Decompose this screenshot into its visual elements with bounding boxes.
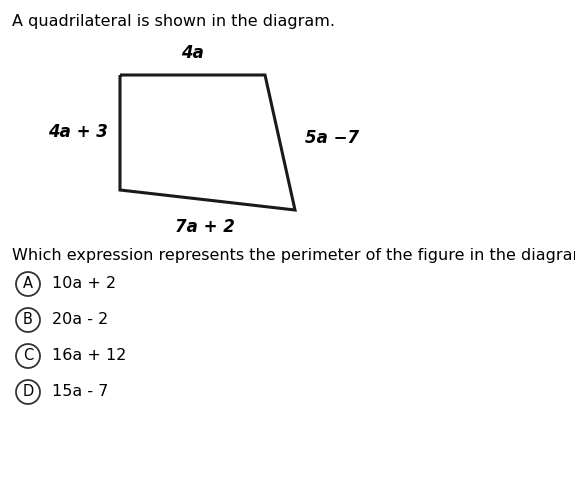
Text: 16a + 12: 16a + 12 [52, 348, 126, 364]
Text: 10a + 2: 10a + 2 [52, 277, 116, 291]
Text: 4a: 4a [181, 44, 204, 62]
Text: Which expression represents the perimeter of the figure in the diagram?: Which expression represents the perimete… [12, 248, 575, 263]
Text: 5a −7: 5a −7 [305, 129, 359, 147]
Text: B: B [23, 312, 33, 327]
Text: A quadrilateral is shown in the diagram.: A quadrilateral is shown in the diagram. [12, 14, 335, 29]
Text: 15a - 7: 15a - 7 [52, 385, 108, 400]
Text: 7a + 2: 7a + 2 [175, 218, 235, 236]
Text: 20a - 2: 20a - 2 [52, 312, 108, 327]
Text: A: A [23, 277, 33, 291]
Text: 4a + 3: 4a + 3 [48, 123, 108, 141]
Text: D: D [22, 385, 33, 400]
Text: C: C [23, 348, 33, 364]
